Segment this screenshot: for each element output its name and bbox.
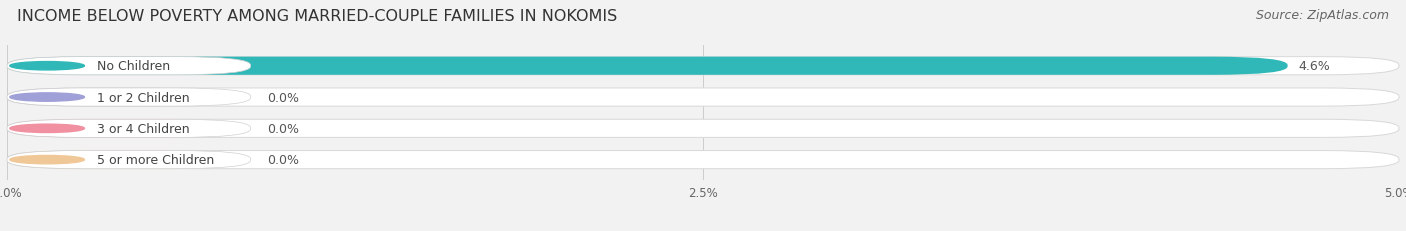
Circle shape	[10, 93, 84, 102]
Circle shape	[10, 156, 84, 164]
Circle shape	[10, 62, 84, 71]
FancyBboxPatch shape	[7, 151, 250, 169]
FancyBboxPatch shape	[7, 151, 1399, 169]
FancyBboxPatch shape	[7, 58, 1288, 76]
FancyBboxPatch shape	[7, 120, 231, 138]
FancyBboxPatch shape	[7, 58, 250, 76]
Text: 1 or 2 Children: 1 or 2 Children	[97, 91, 190, 104]
FancyBboxPatch shape	[7, 151, 231, 169]
Text: 0.0%: 0.0%	[267, 91, 299, 104]
FancyBboxPatch shape	[7, 88, 250, 107]
Text: INCOME BELOW POVERTY AMONG MARRIED-COUPLE FAMILIES IN NOKOMIS: INCOME BELOW POVERTY AMONG MARRIED-COUPL…	[17, 9, 617, 24]
Text: 4.6%: 4.6%	[1299, 60, 1330, 73]
Text: 0.0%: 0.0%	[267, 122, 299, 135]
Text: 0.0%: 0.0%	[267, 153, 299, 166]
FancyBboxPatch shape	[7, 88, 1399, 107]
FancyBboxPatch shape	[7, 120, 1399, 138]
FancyBboxPatch shape	[7, 88, 231, 107]
FancyBboxPatch shape	[7, 120, 250, 138]
Text: 5 or more Children: 5 or more Children	[97, 153, 214, 166]
Text: Source: ZipAtlas.com: Source: ZipAtlas.com	[1256, 9, 1389, 22]
Circle shape	[10, 125, 84, 133]
Text: 3 or 4 Children: 3 or 4 Children	[97, 122, 190, 135]
FancyBboxPatch shape	[7, 58, 1399, 76]
Text: No Children: No Children	[97, 60, 170, 73]
